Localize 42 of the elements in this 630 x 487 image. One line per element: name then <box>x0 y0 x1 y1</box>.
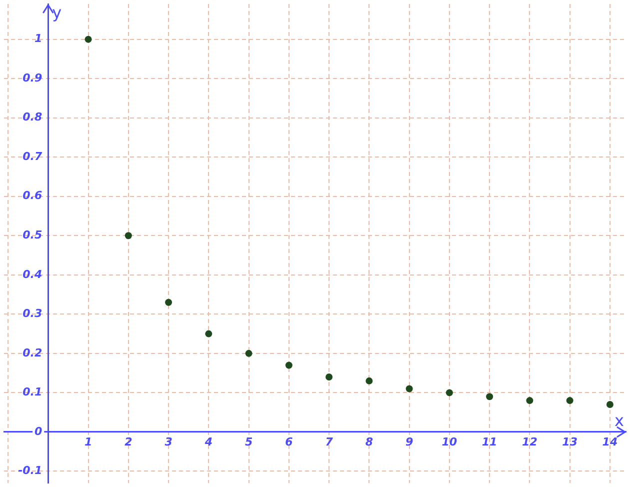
y-tick-label: 0.9 <box>22 71 42 84</box>
y-tick-label: 0.4 <box>22 268 42 281</box>
point <box>124 232 132 240</box>
point <box>526 397 534 404</box>
x-tick-label: 12 <box>522 435 538 448</box>
y-axis-title: y <box>52 3 62 22</box>
point <box>205 330 212 338</box>
point <box>606 400 614 408</box>
y-tick-label: 0.3 <box>22 307 42 320</box>
x-tick-label: 1 <box>84 435 92 448</box>
point <box>245 350 252 357</box>
point <box>446 389 453 396</box>
point <box>326 373 333 380</box>
point <box>366 377 373 384</box>
y-tick-label: 0.5 <box>22 228 42 242</box>
x-tick-label: 10 <box>442 435 458 448</box>
x-tick-label: 5 <box>244 435 253 448</box>
x-tick-label: 4 <box>204 435 212 448</box>
y-tick-label: 0.2 <box>22 346 42 360</box>
y-tick-label: 0.7 <box>22 150 42 163</box>
point <box>165 298 172 306</box>
x-tick-label: 2 <box>124 435 133 448</box>
x-tick-label: 3 <box>164 435 173 448</box>
point <box>486 393 494 400</box>
x-axis-title: x <box>614 411 624 430</box>
y-tick-label: 0.8 <box>22 110 42 124</box>
x-tick-label: 14 <box>602 435 618 448</box>
x-tick-label: 7 <box>325 435 334 448</box>
point <box>285 362 292 369</box>
point <box>406 385 413 392</box>
point <box>566 397 574 404</box>
x-tick-label: 8 <box>365 435 374 448</box>
y-tick-label: 0.6 <box>22 189 42 202</box>
y-tick-label: 0.1 <box>22 386 42 399</box>
x-tick-label: 6 <box>285 435 294 448</box>
y-tick-label: -0.1 <box>18 464 42 478</box>
x-tick-label: 11 <box>482 435 498 448</box>
point <box>84 36 92 43</box>
x-tick-label: 13 <box>562 435 578 448</box>
x-tick-label: 9 <box>405 435 414 448</box>
y-tick-label: 1 <box>34 32 42 46</box>
y-tick-label: 0 <box>34 424 42 438</box>
